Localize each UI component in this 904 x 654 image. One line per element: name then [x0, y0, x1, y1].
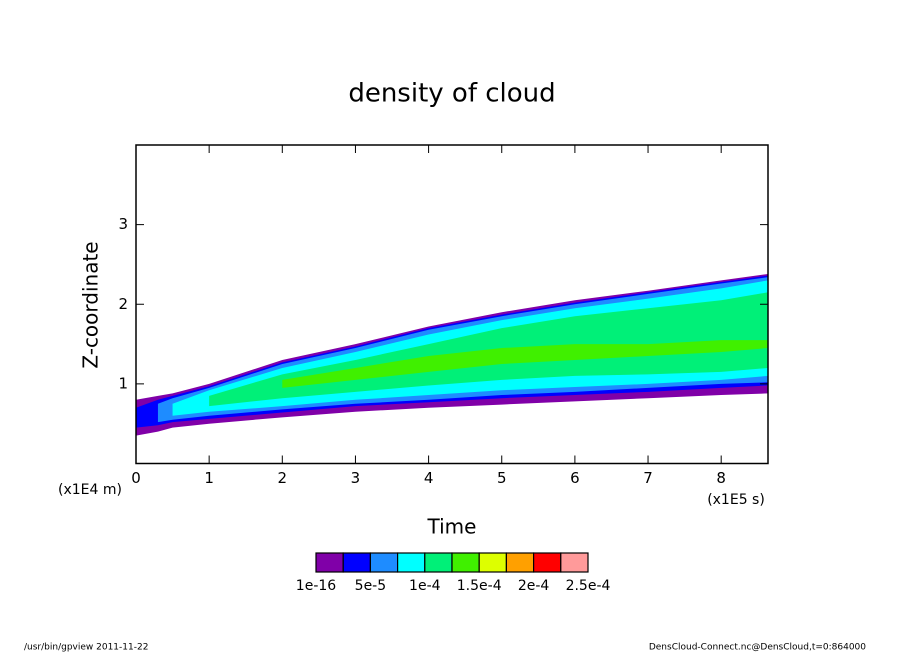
footer-right: DensCloud-Connect.nc@DensCloud,t=0:86400…: [649, 643, 866, 653]
x-axis-label: Time: [427, 515, 477, 539]
colorbar-label: 5e-5: [355, 578, 386, 594]
y-unit: (x1E4 m): [58, 482, 122, 498]
x-tick-label: 0: [131, 469, 141, 487]
colorbar-box: [478, 552, 508, 573]
colorbar-box: [451, 552, 480, 573]
x-tick-label: 3: [351, 469, 361, 487]
colorbar-box: [424, 552, 453, 573]
colorbar-label: 1e-4: [409, 578, 441, 594]
y-tick-label: 2: [118, 295, 128, 313]
colorbar-box: [560, 552, 589, 573]
colorbar-box: [532, 552, 562, 573]
x-unit: (x1E5 s): [707, 492, 765, 508]
colorbar-label: 1.5e-4: [457, 578, 502, 594]
colorbar-box: [342, 552, 372, 573]
y-tick-label: 1: [118, 374, 128, 392]
contour-band: [282, 340, 768, 388]
colorbar-box: [315, 552, 344, 573]
colorbar-box: [397, 552, 426, 573]
x-tick-label: 1: [204, 469, 214, 487]
colorbar-label: 1e-16: [296, 578, 336, 594]
x-tick-label: 7: [643, 469, 653, 487]
y-axis-label: Z-coordinate: [79, 241, 103, 368]
chart-title: density of cloud: [348, 79, 555, 109]
footer-left: /usr/bin/gpview 2011-11-22: [24, 643, 148, 653]
colorbar-label: 2.5e-4: [566, 578, 611, 594]
x-tick-label: 8: [716, 469, 726, 487]
colorbar-box: [369, 552, 399, 573]
y-tick-label: 3: [118, 215, 128, 233]
x-tick-label: 2: [278, 469, 288, 487]
colorbar-box: [505, 552, 535, 573]
colorbar-label: 2e-4: [518, 578, 550, 594]
x-tick-label: 5: [497, 469, 507, 487]
x-tick-label: 4: [424, 469, 434, 487]
x-tick-label: 6: [570, 469, 580, 487]
